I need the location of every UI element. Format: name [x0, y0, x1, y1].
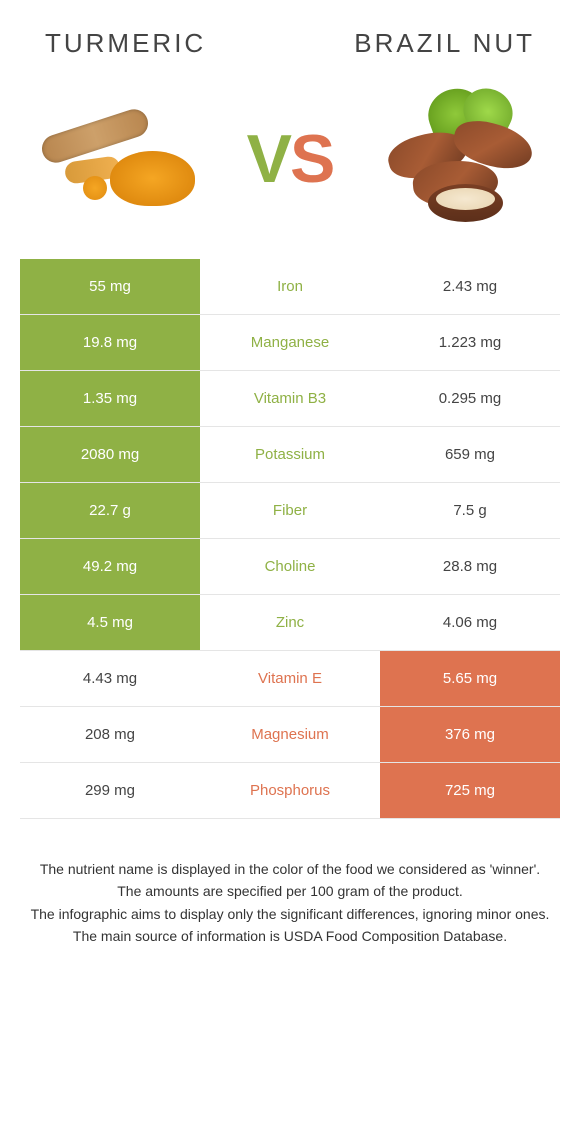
- right-value-cell: 4.06 mg: [380, 595, 560, 650]
- footnote-line: The infographic aims to display only the…: [30, 904, 550, 924]
- footnote-line: The main source of information is USDA F…: [30, 926, 550, 946]
- nutrient-name-cell: Iron: [200, 259, 380, 314]
- table-row: 4.43 mgVitamin E5.65 mg: [20, 651, 560, 707]
- nutrient-name-cell: Vitamin E: [200, 651, 380, 706]
- table-row: 2080 mgPotassium659 mg: [20, 427, 560, 483]
- table-row: 299 mgPhosphorus725 mg: [20, 763, 560, 819]
- header: Turmeric Brazil nut: [0, 0, 580, 69]
- nutrient-name-cell: Potassium: [200, 427, 380, 482]
- right-value-cell: 5.65 mg: [380, 651, 560, 706]
- table-row: 1.35 mgVitamin B30.295 mg: [20, 371, 560, 427]
- table-row: 22.7 gFiber7.5 g: [20, 483, 560, 539]
- nutrient-name-cell: Magnesium: [200, 707, 380, 762]
- left-value-cell: 4.43 mg: [20, 651, 200, 706]
- vs-s-letter: S: [290, 120, 333, 198]
- right-value-cell: 659 mg: [380, 427, 560, 482]
- left-value-cell: 2080 mg: [20, 427, 200, 482]
- right-value-cell: 725 mg: [380, 763, 560, 818]
- table-row: 4.5 mgZinc4.06 mg: [20, 595, 560, 651]
- left-value-cell: 49.2 mg: [20, 539, 200, 594]
- right-value-cell: 1.223 mg: [380, 315, 560, 370]
- left-value-cell: 1.35 mg: [20, 371, 200, 426]
- right-value-cell: 7.5 g: [380, 483, 560, 538]
- nutrient-table: 55 mgIron2.43 mg19.8 mgManganese1.223 mg…: [20, 259, 560, 819]
- right-value-cell: 2.43 mg: [380, 259, 560, 314]
- brazil-nut-image: [370, 89, 550, 229]
- footnotes: The nutrient name is displayed in the co…: [30, 859, 550, 946]
- vs-row: VS: [0, 69, 580, 259]
- left-value-cell: 22.7 g: [20, 483, 200, 538]
- left-value-cell: 208 mg: [20, 707, 200, 762]
- left-value-cell: 55 mg: [20, 259, 200, 314]
- nutrient-name-cell: Fiber: [200, 483, 380, 538]
- vs-label: VS: [247, 120, 334, 198]
- right-value-cell: 376 mg: [380, 707, 560, 762]
- table-row: 49.2 mgCholine28.8 mg: [20, 539, 560, 595]
- footnote-line: The nutrient name is displayed in the co…: [30, 859, 550, 879]
- left-value-cell: 19.8 mg: [20, 315, 200, 370]
- left-value-cell: 4.5 mg: [20, 595, 200, 650]
- table-row: 19.8 mgManganese1.223 mg: [20, 315, 560, 371]
- nutrient-name-cell: Zinc: [200, 595, 380, 650]
- nutrient-name-cell: Choline: [200, 539, 380, 594]
- footnote-line: The amounts are specified per 100 gram o…: [30, 881, 550, 901]
- left-value-cell: 299 mg: [20, 763, 200, 818]
- nutrient-name-cell: Vitamin B3: [200, 371, 380, 426]
- right-food-title: Brazil nut: [354, 28, 535, 59]
- nutrient-name-cell: Manganese: [200, 315, 380, 370]
- left-food-title: Turmeric: [45, 28, 206, 59]
- table-row: 208 mgMagnesium376 mg: [20, 707, 560, 763]
- vs-v-letter: V: [247, 120, 290, 198]
- right-value-cell: 0.295 mg: [380, 371, 560, 426]
- table-row: 55 mgIron2.43 mg: [20, 259, 560, 315]
- turmeric-image: [30, 89, 210, 229]
- nutrient-name-cell: Phosphorus: [200, 763, 380, 818]
- right-value-cell: 28.8 mg: [380, 539, 560, 594]
